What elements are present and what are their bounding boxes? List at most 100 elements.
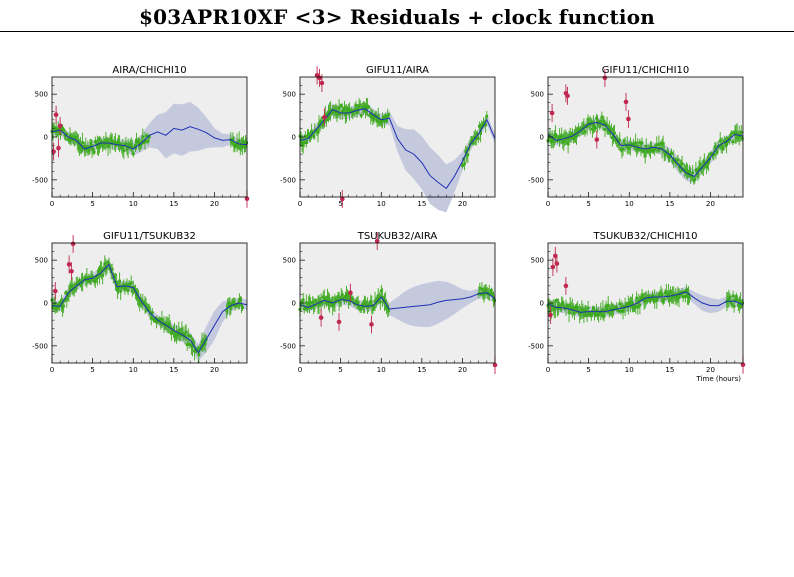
residual-point: [387, 309, 391, 312]
residual-point: [381, 119, 384, 122]
residual-point: [309, 301, 312, 305]
residual-point: [741, 301, 744, 305]
residual-point: [570, 132, 574, 136]
residual-point: [653, 148, 657, 152]
residual-point: [320, 301, 324, 305]
residual-point: [650, 145, 653, 149]
residual-point: [664, 290, 668, 294]
residual-point: [594, 313, 597, 317]
residual-point: [565, 304, 569, 307]
x-tick-label: 5: [90, 200, 94, 208]
residual-point: [581, 126, 585, 130]
page-title: $03APR10XF <3> Residuals + clock functio…: [139, 5, 655, 29]
residual-point: [159, 322, 163, 326]
residual-point: [93, 140, 97, 143]
residual-point: [351, 112, 355, 116]
outlier-point: [336, 319, 342, 325]
residual-point: [707, 160, 710, 164]
residual-point: [331, 304, 335, 307]
x-tick-label: 5: [586, 200, 590, 208]
residual-point: [646, 294, 650, 298]
residual-point: [155, 320, 158, 324]
residual-point: [481, 123, 484, 127]
residual-point: [621, 147, 625, 151]
residual-point: [340, 293, 344, 296]
residual-point: [64, 291, 68, 295]
residual-point: [559, 307, 563, 310]
residual-point: [339, 296, 343, 299]
residual-point: [592, 122, 595, 126]
residual-point: [54, 127, 58, 131]
residual-point: [478, 124, 481, 128]
residual-point: [655, 298, 659, 302]
residual-point: [225, 309, 229, 313]
residual-point: [381, 296, 384, 299]
residual-point: [592, 306, 595, 310]
residual-point: [150, 311, 154, 315]
x-tick-label: 20: [210, 366, 219, 374]
residual-point: [230, 302, 234, 306]
residual-point: [738, 303, 741, 307]
residual-point: [370, 113, 374, 117]
residual-point: [147, 308, 151, 312]
residual-point: [84, 145, 88, 149]
y-tick-label: 0: [292, 300, 296, 308]
residual-point: [470, 138, 474, 142]
residual-point: [489, 291, 492, 295]
residual-point: [240, 303, 243, 307]
residual-point: [720, 144, 724, 148]
residual-point: [611, 136, 614, 140]
residual-point: [317, 122, 321, 126]
residual-point: [593, 312, 596, 315]
clock-function-curve: [547, 121, 744, 178]
residual-point: [338, 112, 342, 116]
residual-point: [154, 318, 157, 322]
panel-4: GIFU11/TSUKUB32 0 5 10 15 20 500 0 -500: [32, 231, 248, 374]
x-tick-label: 0: [50, 366, 54, 374]
residual-point: [736, 136, 740, 139]
residual-point: [310, 130, 313, 133]
residual-point: [663, 153, 667, 157]
plot-area: [548, 77, 743, 197]
residual-point: [136, 295, 139, 298]
y-tick-label: -500: [32, 176, 48, 184]
residual-point: [740, 304, 743, 308]
outlier-point: [317, 75, 322, 81]
outlier-point: [56, 145, 61, 151]
residual-point: [735, 298, 739, 302]
residual-point: [327, 299, 330, 303]
residual-point: [687, 294, 690, 297]
residual-point: [312, 134, 316, 138]
residual-point: [599, 120, 603, 123]
residual-point: [98, 273, 101, 277]
residual-point: [661, 300, 665, 304]
residual-point: [467, 147, 471, 151]
x-tick-label: 15: [169, 200, 178, 208]
residual-point: [335, 298, 339, 302]
residual-point: [721, 147, 725, 150]
residual-point: [318, 124, 322, 128]
outlier-point: [740, 362, 746, 368]
residual-point: [645, 150, 649, 153]
residual-point: [112, 274, 116, 278]
residual-point: [367, 305, 371, 309]
outlier-point: [374, 238, 380, 244]
residual-point: [343, 299, 346, 302]
x-tick-label: 15: [665, 200, 674, 208]
residual-point: [550, 303, 554, 306]
residual-point: [231, 138, 235, 141]
residual-point: [675, 297, 679, 301]
residual-point: [564, 306, 568, 310]
x-tick-label: 5: [338, 366, 342, 374]
residual-point: [662, 150, 666, 154]
uncertainty-band: [300, 280, 495, 327]
residual-point: [338, 300, 342, 304]
residual-point: [125, 284, 129, 287]
residual-point: [301, 143, 305, 147]
residual-point: [485, 114, 489, 118]
residual-point: [484, 288, 488, 291]
residual-point: [640, 141, 644, 145]
residual-point: [568, 304, 572, 307]
residual-point: [234, 144, 238, 147]
